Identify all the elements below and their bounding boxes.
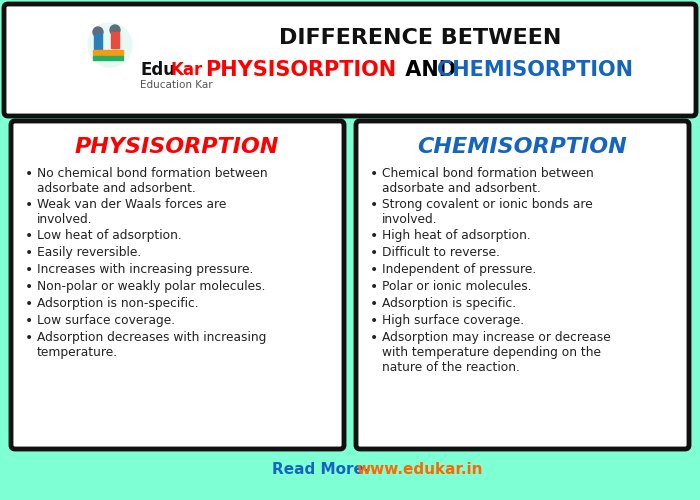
Bar: [93, 50, 123, 55]
Text: •: •: [25, 331, 34, 345]
Text: DIFFERENCE BETWEEN: DIFFERENCE BETWEEN: [279, 28, 561, 48]
Text: •: •: [25, 297, 34, 311]
Text: Difficult to reverse.: Difficult to reverse.: [382, 246, 500, 259]
Text: •: •: [370, 167, 378, 181]
Circle shape: [110, 25, 120, 35]
Bar: [94, 34, 102, 50]
FancyBboxPatch shape: [4, 4, 696, 116]
Text: High surface coverage.: High surface coverage.: [382, 314, 524, 327]
Text: Non-polar or weakly polar molecules.: Non-polar or weakly polar molecules.: [37, 280, 265, 293]
Text: •: •: [25, 314, 34, 328]
Text: Read More-: Read More-: [272, 462, 375, 477]
Text: AND: AND: [398, 60, 463, 80]
Bar: [111, 32, 119, 48]
Text: High heat of adsorption.: High heat of adsorption.: [382, 229, 531, 242]
Text: •: •: [25, 167, 34, 181]
Text: www.edukar.in: www.edukar.in: [356, 462, 482, 477]
Text: •: •: [25, 246, 34, 260]
Text: PHYSISORPTION: PHYSISORPTION: [205, 60, 396, 80]
Text: •: •: [370, 198, 378, 212]
Text: •: •: [370, 314, 378, 328]
Text: •: •: [370, 246, 378, 260]
Text: Weak van der Waals forces are
involved.: Weak van der Waals forces are involved.: [37, 198, 226, 226]
Text: •: •: [25, 229, 34, 243]
Text: •: •: [370, 331, 378, 345]
Text: •: •: [370, 297, 378, 311]
Text: •: •: [25, 263, 34, 277]
Text: Increases with increasing pressure.: Increases with increasing pressure.: [37, 263, 253, 276]
Text: Education Kar: Education Kar: [140, 80, 213, 90]
Circle shape: [88, 23, 132, 67]
Text: Polar or ionic molecules.: Polar or ionic molecules.: [382, 280, 531, 293]
Text: Adsorption may increase or decrease
with temperature depending on the
nature of : Adsorption may increase or decrease with…: [382, 331, 610, 374]
Circle shape: [93, 27, 103, 37]
Text: •: •: [370, 229, 378, 243]
Text: Low surface coverage.: Low surface coverage.: [37, 314, 175, 327]
Text: Adsorption is specific.: Adsorption is specific.: [382, 297, 516, 310]
Text: Edu: Edu: [140, 61, 175, 79]
Text: Low heat of adsorption.: Low heat of adsorption.: [37, 229, 182, 242]
FancyBboxPatch shape: [356, 121, 689, 449]
Text: PHYSISORPTION: PHYSISORPTION: [75, 137, 279, 157]
Text: No chemical bond formation between
adsorbate and adsorbent.: No chemical bond formation between adsor…: [37, 167, 267, 195]
Text: •: •: [25, 198, 34, 212]
Text: Independent of pressure.: Independent of pressure.: [382, 263, 536, 276]
Text: Adsorption is non-specific.: Adsorption is non-specific.: [37, 297, 199, 310]
Text: •: •: [370, 263, 378, 277]
Text: •: •: [25, 280, 34, 294]
Text: Kar: Kar: [170, 61, 202, 79]
Text: •: •: [370, 280, 378, 294]
Bar: [93, 56, 123, 60]
Text: Chemical bond formation between
adsorbate and adsorbent.: Chemical bond formation between adsorbat…: [382, 167, 594, 195]
Text: CHEMISORPTION: CHEMISORPTION: [437, 60, 633, 80]
Text: Easily reversible.: Easily reversible.: [37, 246, 141, 259]
Text: CHEMISORPTION: CHEMISORPTION: [417, 137, 627, 157]
FancyBboxPatch shape: [11, 121, 344, 449]
Text: Adsorption decreases with increasing
temperature.: Adsorption decreases with increasing tem…: [37, 331, 267, 359]
Text: Strong covalent or ionic bonds are
involved.: Strong covalent or ionic bonds are invol…: [382, 198, 593, 226]
